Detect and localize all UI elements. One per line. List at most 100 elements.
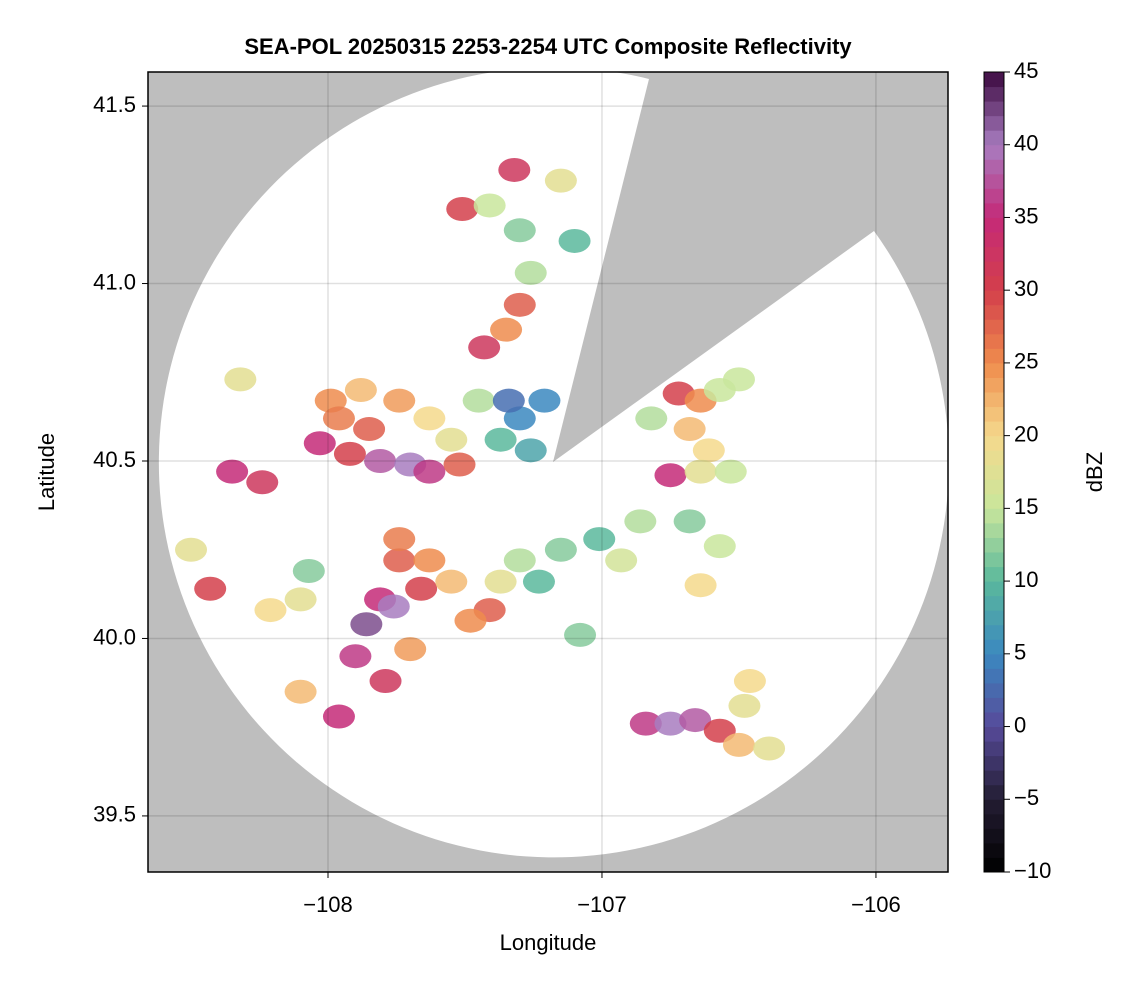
echo-cell [443, 452, 476, 477]
colorbar-step [984, 188, 1004, 204]
colorbar-step [984, 101, 1004, 117]
colorbar-step [984, 479, 1004, 495]
colorbar-step [984, 624, 1004, 640]
echo-cell [753, 736, 786, 761]
echo-cell [369, 669, 402, 694]
colorbar-step [984, 842, 1004, 858]
colorbar-step [984, 857, 1004, 873]
colorbar-step [984, 72, 1004, 88]
colorbar-step [984, 581, 1004, 597]
colorbar-step [984, 333, 1004, 349]
echo-cell [446, 197, 479, 222]
echo-cell [692, 438, 725, 463]
colorbar-step [984, 668, 1004, 684]
colorbar-step [984, 828, 1004, 844]
colorbar-step [984, 726, 1004, 742]
echo-cell [344, 378, 377, 403]
colorbar-step [984, 144, 1004, 160]
echo-cell [605, 548, 638, 573]
colorbar-step [984, 377, 1004, 393]
echo-cell [635, 406, 668, 431]
echo-cell [728, 693, 761, 718]
echo-cell [629, 711, 662, 736]
colorbar-step [984, 115, 1004, 131]
colorbar-step [984, 217, 1004, 233]
colorbar-step [984, 682, 1004, 698]
colorbar-tick-label: −5 [1014, 785, 1039, 810]
echo-cell [216, 459, 249, 484]
x-tick-label: −107 [577, 892, 627, 917]
echo-cell [673, 509, 706, 534]
echo-cell [413, 459, 446, 484]
echo-cell [514, 438, 547, 463]
colorbar-step [984, 246, 1004, 262]
echo-cell [322, 406, 355, 431]
echo-cell [558, 228, 591, 253]
colorbar-tick-label: 30 [1014, 276, 1038, 301]
colorbar-step [984, 435, 1004, 451]
colorbar-step [984, 741, 1004, 757]
echo-cell [353, 417, 386, 442]
echo-cell [714, 459, 747, 484]
colorbar-step [984, 493, 1004, 509]
echo-cell [733, 669, 766, 694]
echo-cell [284, 679, 317, 704]
echo-cell [333, 441, 366, 466]
echo-cell [684, 459, 717, 484]
colorbar-tick-label: 35 [1014, 203, 1038, 228]
colorbar-label: dBZ [1082, 452, 1107, 492]
colorbar-tick-label: 15 [1014, 494, 1038, 519]
echo-cell [722, 367, 755, 392]
colorbar-step [984, 464, 1004, 480]
colorbar-tick-label: 25 [1014, 349, 1038, 374]
colorbar-tick-label: 40 [1014, 131, 1038, 156]
echo-cell [435, 569, 468, 594]
echo-cell [492, 388, 525, 413]
chart-title: SEA-POL 20250315 2253-2254 UTC Composite… [244, 34, 852, 59]
colorbar-step [984, 362, 1004, 378]
echo-cell [703, 534, 736, 559]
echo-cell [303, 431, 336, 456]
echo-cell [503, 218, 536, 243]
colorbar-step [984, 130, 1004, 146]
echo-cell [292, 559, 325, 584]
colorbar-step [984, 508, 1004, 524]
echo-cell [583, 527, 616, 552]
echo-cell [454, 608, 487, 633]
colorbar-step [984, 712, 1004, 728]
echo-cell [383, 548, 416, 573]
colorbar-frame [983, 71, 1005, 873]
colorbar-step [984, 159, 1004, 175]
colorbar-step [984, 755, 1004, 771]
x-axis-label: Longitude [500, 930, 597, 955]
colorbar-step [984, 552, 1004, 568]
colorbar-step [984, 653, 1004, 669]
echo-cell [514, 260, 547, 285]
echo-cell [462, 388, 495, 413]
echo-cell [284, 587, 317, 612]
colorbar-step [984, 232, 1004, 248]
echo-cell [484, 427, 517, 452]
colorbar-tick-label: 45 [1014, 58, 1038, 83]
echo-cell [383, 527, 416, 552]
echo-cell [654, 711, 687, 736]
colorbar-step [984, 566, 1004, 582]
echo-cell [624, 509, 657, 534]
echo-cell [246, 470, 279, 495]
colorbar-step [984, 522, 1004, 538]
echo-cell [498, 157, 531, 182]
y-tick-label: 40.0 [93, 624, 136, 649]
colorbar-step [984, 261, 1004, 277]
echo-cell [503, 292, 536, 317]
y-axis-label: Latitude [34, 433, 59, 511]
echo-cell [484, 569, 517, 594]
echo-cell [322, 704, 355, 729]
echo-cell [383, 388, 416, 413]
echo-cell [654, 463, 687, 488]
echo-cell [254, 598, 287, 623]
colorbar-step [984, 697, 1004, 713]
echo-cell [413, 406, 446, 431]
colorbar-step [984, 86, 1004, 102]
echo-cell [350, 612, 383, 637]
